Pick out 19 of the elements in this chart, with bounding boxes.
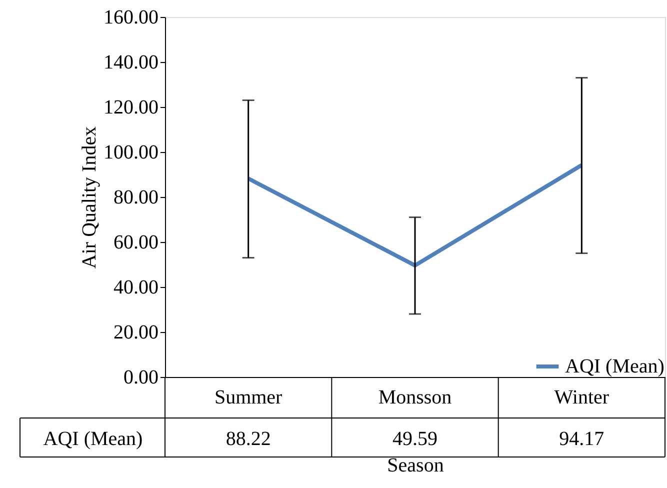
x-tick-label: Winter (554, 386, 610, 408)
y-tick-label: 160.00 (104, 6, 158, 28)
data-label: 94.17 (559, 428, 604, 450)
y-tick-label: 120.00 (104, 96, 158, 118)
x-tick-label: Monsson (378, 386, 452, 408)
text: AQI (Mean) (43, 428, 143, 450)
y-tick-label: 100.00 (104, 142, 158, 164)
x-tick-label: Summer (214, 386, 283, 408)
y-tick-label: 80.00 (114, 186, 158, 208)
data-label: 49.59 (392, 428, 438, 450)
y-tick-label: 0.00 (124, 366, 158, 388)
y-tick-label: 60.00 (114, 232, 158, 254)
data-label: 88.22 (226, 428, 271, 450)
y-tick-label: 140.00 (104, 52, 158, 74)
y-tick-label: 40.00 (114, 276, 158, 298)
y-axis-title: Air Quality Index (78, 126, 100, 269)
x-axis-title: Season (387, 454, 444, 476)
y-tick-label: 20.00 (114, 322, 158, 344)
legend-label: AQI (Mean) (565, 356, 664, 378)
